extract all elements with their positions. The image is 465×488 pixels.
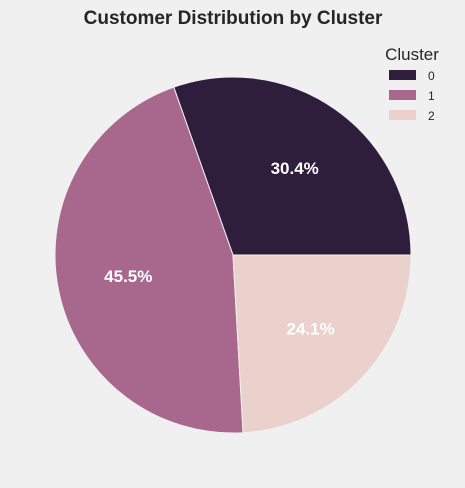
slice-label-0: 30.4% (271, 159, 319, 178)
legend-swatch-2 (389, 110, 416, 120)
pie-slice-labels: 30.4% 45.5% 24.1% (104, 159, 335, 339)
chart-title: Customer Distribution by Cluster (84, 8, 383, 29)
legend-title: Cluster (385, 45, 439, 64)
legend-swatch-1 (389, 90, 416, 100)
slice-label-2: 24.1% (287, 319, 335, 338)
slice-label-1: 45.5% (104, 267, 152, 286)
legend-swatch-0 (389, 70, 416, 80)
pie-slice-1 (54, 86, 244, 434)
pie-slice-0 (173, 76, 412, 256)
legend-items: 0 1 2 (389, 69, 435, 123)
legend: Cluster 0 1 2 (385, 45, 439, 123)
legend-label-2: 2 (428, 109, 435, 123)
legend-label-0: 0 (428, 69, 435, 83)
pie-slices (54, 76, 412, 434)
pie-slice-2 (232, 254, 412, 434)
legend-label-1: 1 (428, 89, 435, 103)
